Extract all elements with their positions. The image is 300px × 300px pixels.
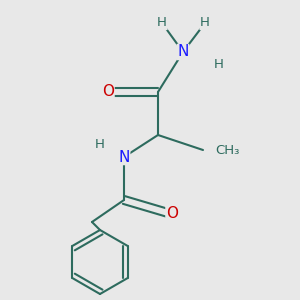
Text: H: H xyxy=(200,16,210,29)
Text: O: O xyxy=(166,206,178,220)
Text: CH₃: CH₃ xyxy=(215,143,239,157)
Text: H: H xyxy=(214,58,224,71)
Text: H: H xyxy=(95,137,105,151)
Text: O: O xyxy=(102,85,114,100)
Text: N: N xyxy=(118,149,130,164)
Text: N: N xyxy=(177,44,189,59)
Text: H: H xyxy=(157,16,167,29)
